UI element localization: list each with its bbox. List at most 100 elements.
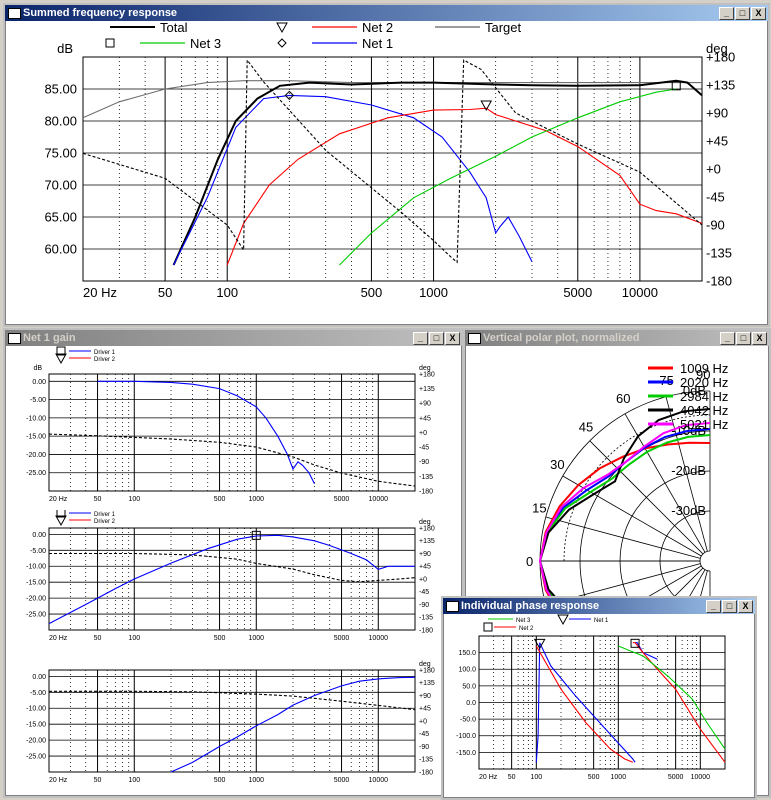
- maximize-button[interactable]: □: [735, 7, 750, 20]
- legend-label: Total: [160, 21, 188, 35]
- y-tick-label: -20.00: [26, 452, 46, 459]
- y-tick-label: 0.00: [32, 674, 46, 681]
- y-tick-label: -25.00: [26, 754, 46, 761]
- x-tick-label: 50: [94, 635, 102, 642]
- x-tick-label: 10000: [622, 285, 658, 300]
- angle-label: 0: [526, 554, 533, 569]
- plot-area: [82, 56, 703, 282]
- legend-marker: [55, 353, 67, 365]
- window-icon: [446, 601, 459, 612]
- plot-area: [48, 669, 416, 773]
- marker-net-2: [480, 100, 493, 112]
- marker-net-1: [284, 90, 295, 101]
- legend-label: Target: [485, 21, 522, 35]
- x-tick-label: 20 Hz: [83, 285, 117, 300]
- y-tick-label: -20.00: [26, 738, 46, 745]
- x-tick-label: 50: [94, 496, 102, 503]
- series-line-total: [172, 79, 703, 266]
- net1-gain-chart-driver3[interactable]: 0.00 -5.00 -10.00 -15.00 -20.00 -25.00 +180 +13…: [5, 652, 458, 792]
- window-title: Vertical polar plot, normalized: [483, 332, 640, 344]
- y2-tick-label: -90: [419, 602, 429, 609]
- plot-area: [48, 373, 416, 492]
- minimize-button[interactable]: _: [719, 7, 734, 20]
- legend-marker: [276, 22, 288, 34]
- close-button[interactable]: X: [752, 332, 767, 345]
- x-tick-label: 5000: [563, 285, 592, 300]
- angle-spoke: [545, 516, 701, 559]
- summed-frequency-chart[interactable]: 85.00 80.00 75.00 70.00 65.00 60.00 +180 +135 +9…: [5, 21, 764, 321]
- legend-label: 2020 Hz: [680, 375, 728, 390]
- y-tick-label: -25.00: [26, 470, 46, 477]
- y2-axis-label: deg: [419, 519, 431, 526]
- maximize-button[interactable]: □: [736, 332, 751, 345]
- y2-tick-label: -90: [419, 459, 429, 466]
- series-line-net-2: [535, 645, 634, 763]
- x-tick-label: 100: [530, 774, 542, 781]
- y2-tick-label: +135: [419, 538, 435, 545]
- y-tick-label: -15.00: [26, 580, 46, 587]
- y2-tick-label: -180: [706, 274, 732, 289]
- minimize-button[interactable]: _: [720, 332, 735, 345]
- y2-tick-label: +45: [706, 134, 728, 149]
- net1-gain-chart-driver1[interactable]: 0.00 -5.00 -10.00 -15.00 -20.00 -25.00 +180 +13…: [5, 346, 458, 506]
- series-line-net-3: [618, 645, 726, 750]
- y-tick-label: -5.00: [30, 548, 46, 555]
- window-icon: [8, 8, 21, 19]
- net1-gain-chart-driver2[interactable]: 0.00 -5.00 -10.00 -15.00 -20.00 -25.00 +180 +13…: [5, 510, 458, 650]
- y2-tick-label: -135: [419, 615, 433, 622]
- series-line-phase: [48, 433, 416, 487]
- y2-axis-label: deg: [706, 41, 728, 56]
- marker-net-2: [630, 638, 640, 648]
- y2-tick-label: +90: [419, 551, 431, 558]
- close-button[interactable]: X: [445, 332, 460, 345]
- title-bar[interactable]: Individual phase response _ □ X: [443, 598, 755, 614]
- net1-gain-window[interactable]: Net 1 gain _ □ X 0.00 -5.00 -10.00 -15.00 -20.…: [3, 328, 464, 798]
- angle-label: 30: [550, 457, 564, 472]
- radius-label: 0dB: [683, 383, 706, 398]
- marker-net-3: [671, 81, 681, 91]
- minimize-button[interactable]: _: [706, 600, 721, 613]
- legend-marker: [277, 38, 287, 48]
- y-tick-label: -15.00: [26, 722, 46, 729]
- series-line-target: [82, 80, 702, 119]
- series-line-driver-1: [97, 380, 315, 484]
- close-button[interactable]: X: [751, 7, 766, 20]
- series-line-net-1: [173, 94, 533, 266]
- y-tick-label: -10.00: [26, 415, 46, 422]
- summed-frequency-window[interactable]: Summed frequency response _ □ X 85.00 80.00…: [3, 3, 770, 327]
- y-axis-label: dB: [57, 41, 73, 56]
- legend-label: Net 2: [519, 626, 534, 632]
- y2-tick-label: +180: [706, 50, 735, 65]
- x-tick-label: 50: [508, 774, 516, 781]
- minimize-button[interactable]: _: [413, 332, 428, 345]
- y2-tick-label: +0: [419, 430, 427, 437]
- y2-tick-label: -90: [706, 218, 725, 233]
- y2-tick-label: -180: [419, 627, 433, 634]
- title-bar[interactable]: Net 1 gain _ □ X: [5, 330, 462, 346]
- y-tick-label: -5.00: [30, 397, 46, 404]
- legend-marker: [557, 614, 569, 626]
- window-title: Summed frequency response: [23, 7, 178, 19]
- x-tick-label: 500: [214, 777, 226, 784]
- y2-tick-label: -180: [419, 488, 433, 495]
- marker-net-1: [533, 638, 546, 650]
- legend-label: 1009 Hz: [680, 361, 728, 376]
- y-tick-label: 60.00: [44, 242, 77, 257]
- x-tick-label: 5000: [668, 774, 684, 781]
- y-tick-label: -15.00: [26, 434, 46, 441]
- maximize-button[interactable]: □: [429, 332, 444, 345]
- y-tick-label: -20.00: [26, 596, 46, 603]
- x-tick-label: 20 Hz: [49, 496, 68, 503]
- y2-tick-label: +90: [419, 693, 431, 700]
- title-bar[interactable]: Summed frequency response _ □ X: [5, 5, 768, 21]
- close-button[interactable]: X: [738, 600, 753, 613]
- maximize-button[interactable]: □: [722, 600, 737, 613]
- x-tick-label: 500: [361, 285, 383, 300]
- y2-tick-label: +180: [419, 525, 435, 532]
- y2-tick-label: -90: [419, 744, 429, 751]
- title-bar[interactable]: Vertical polar plot, normalized _ □ X: [465, 330, 769, 346]
- y2-axis-label: deg: [419, 365, 431, 372]
- phase-response-window[interactable]: Individual phase response _ □ X 150.0 100.0…: [441, 596, 757, 800]
- phase-chart[interactable]: 150.0 100.0 50.0 0.0 -50.0 -100.0 -150.0 20 Hz 5…: [443, 614, 751, 794]
- legend-marker: [56, 510, 66, 518]
